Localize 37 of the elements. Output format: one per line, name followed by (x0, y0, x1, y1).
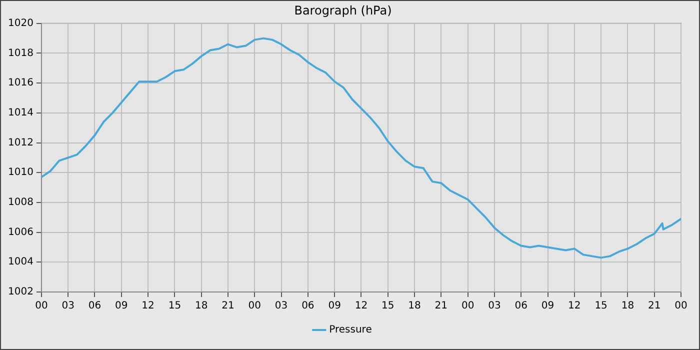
y-tick-label: 1012 (8, 137, 34, 148)
x-tick-label: 06 (88, 300, 102, 312)
y-tick-label: 1014 (8, 108, 34, 119)
y-tick-label: 1016 (8, 78, 34, 89)
y-tick-label: 1008 (8, 197, 34, 208)
x-tick-label: 00 (674, 300, 688, 312)
x-tick-label: 09 (328, 300, 341, 312)
x-tick-label: 15 (382, 300, 394, 312)
x-tick-label: 15 (168, 300, 182, 312)
x-tick-label: 18 (194, 300, 208, 312)
y-tick-label: 1020 (8, 18, 34, 29)
chart-title: Barograph (hPa) (294, 3, 392, 18)
x-tick-label: 00 (461, 300, 474, 312)
x-tick-label: 12 (568, 300, 581, 312)
x-tick-label: 06 (302, 300, 314, 312)
x-tick-label: 09 (115, 300, 128, 312)
x-tick-label: 06 (514, 300, 528, 312)
x-tick-label: 03 (488, 300, 501, 312)
x-tick-label: 03 (274, 300, 288, 312)
x-tick-label: 21 (434, 300, 448, 312)
x-tick-label: 09 (541, 300, 554, 312)
x-tick-label: 18 (408, 300, 421, 312)
x-tick-label: 00 (248, 300, 261, 312)
x-tick-label: 15 (594, 300, 608, 312)
y-tick-label: 1006 (8, 226, 34, 238)
legend-label: Pressure (329, 324, 372, 336)
x-tick-label: 00 (35, 300, 48, 312)
x-tick-label: 12 (142, 300, 154, 312)
y-tick-label: 1004 (8, 256, 34, 268)
x-tick-label: 12 (354, 300, 368, 312)
y-tick-label: 1002 (8, 286, 34, 298)
x-tick-label: 18 (621, 300, 634, 312)
y-tick-label: 1018 (8, 48, 34, 59)
x-tick-label: 03 (62, 300, 74, 312)
x-tick-label: 21 (222, 300, 234, 312)
x-tick-label: 21 (648, 300, 661, 312)
y-tick-label: 1010 (8, 167, 34, 178)
